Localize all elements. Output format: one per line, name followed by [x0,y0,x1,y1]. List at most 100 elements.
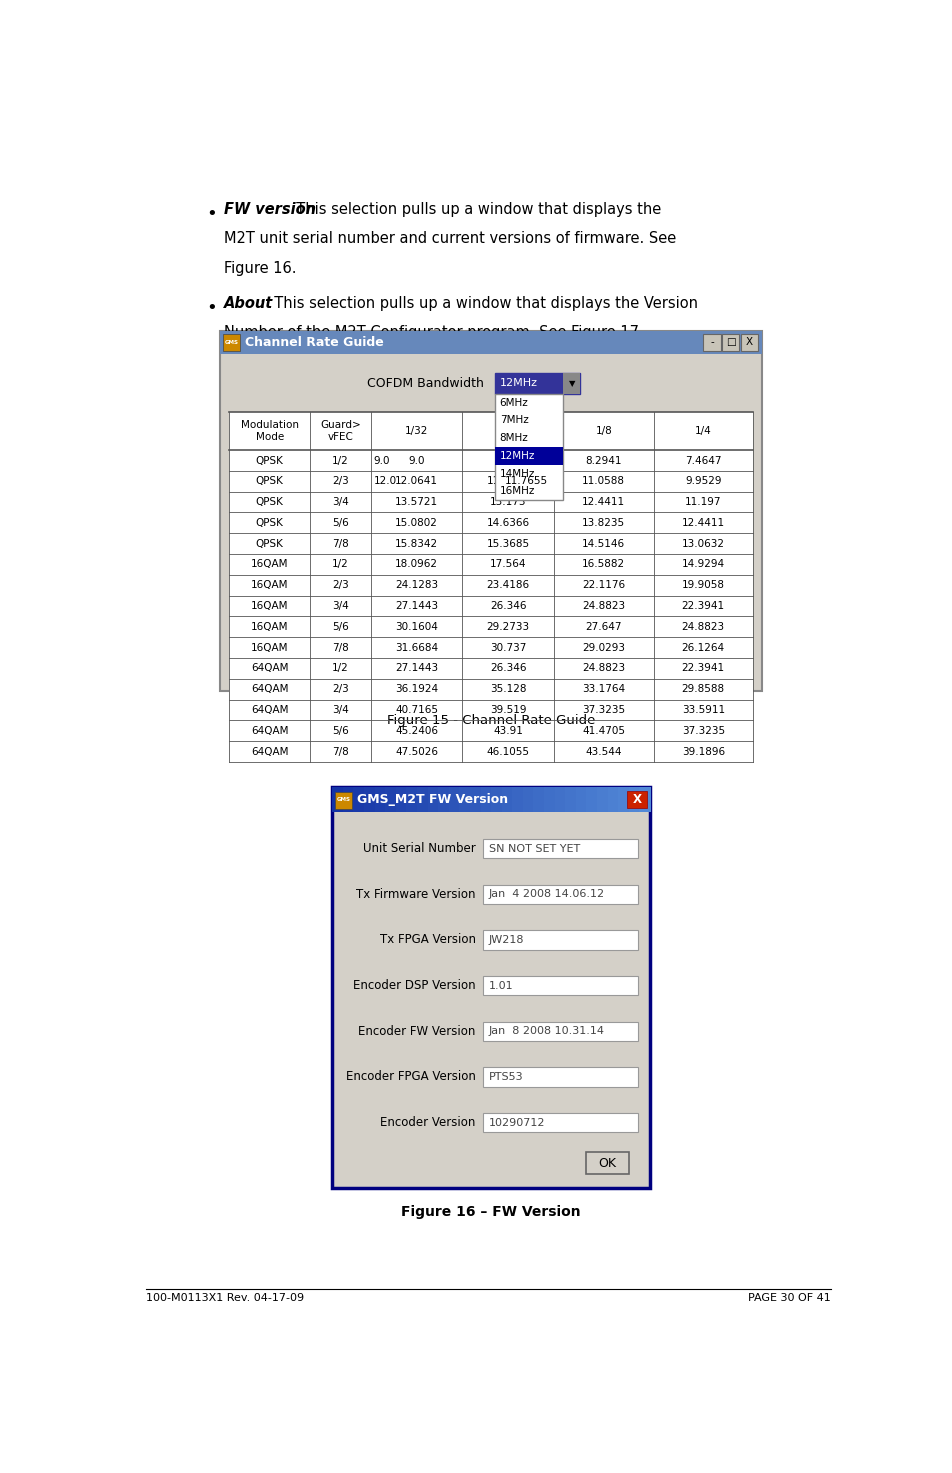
Text: 24.1283: 24.1283 [394,580,438,591]
Text: 1/8: 1/8 [595,426,611,436]
Text: COFDM Bandwidth: COFDM Bandwidth [367,377,484,390]
Text: 14.9294: 14.9294 [681,560,724,570]
FancyBboxPatch shape [607,788,619,812]
Text: 12.4411: 12.4411 [681,518,724,527]
Text: 27.647: 27.647 [585,622,622,632]
FancyBboxPatch shape [523,788,534,812]
Text: FW version: FW version [224,202,315,217]
Text: Jan  4 2008 14.06.12: Jan 4 2008 14.06.12 [488,890,605,900]
Text: 40.7165: 40.7165 [394,706,438,714]
Text: 46.1055: 46.1055 [486,747,529,757]
Text: Jan  8 2008 10.31.14: Jan 8 2008 10.31.14 [488,1027,605,1037]
Text: 37.3235: 37.3235 [582,706,625,714]
Text: Figure 15 - Channel Rate Guide: Figure 15 - Channel Rate Guide [387,714,595,728]
Text: 16QAM: 16QAM [250,560,288,570]
Text: Encoder FW Version: Encoder FW Version [358,1025,475,1038]
Text: 1/2: 1/2 [332,560,348,570]
FancyBboxPatch shape [395,788,407,812]
Text: PTS53: PTS53 [488,1072,523,1083]
Text: 12.0641: 12.0641 [394,476,438,486]
Text: 11.0588: 11.0588 [582,476,625,486]
Text: 18.0962: 18.0962 [394,560,438,570]
Text: 22.3941: 22.3941 [681,663,724,673]
FancyBboxPatch shape [618,788,629,812]
Text: •: • [207,299,217,317]
FancyBboxPatch shape [406,788,417,812]
Text: 7/8: 7/8 [332,747,348,757]
Text: Modulation
Mode: Modulation Mode [241,420,299,442]
Text: Tx Firmware Version: Tx Firmware Version [356,888,475,901]
FancyBboxPatch shape [494,451,563,501]
Text: About: About [224,296,272,311]
Text: 9.0: 9.0 [373,455,389,465]
Text: QPSK: QPSK [255,539,284,548]
Text: 41.4705: 41.4705 [582,726,625,736]
FancyBboxPatch shape [575,788,586,812]
FancyBboxPatch shape [353,788,365,812]
FancyBboxPatch shape [639,788,650,812]
Text: 6MHz: 6MHz [499,398,527,408]
FancyBboxPatch shape [626,791,646,809]
Text: ▼: ▼ [568,379,574,387]
Text: 33.5911: 33.5911 [681,706,724,714]
Text: PAGE 30 OF 41: PAGE 30 OF 41 [747,1293,830,1304]
Text: 13.0632: 13.0632 [681,539,724,548]
Text: 12.0: 12.0 [373,476,396,486]
Text: 16.5882: 16.5882 [582,560,625,570]
Text: 11.197: 11.197 [684,496,721,507]
Text: X: X [632,792,641,806]
Text: 22.1176: 22.1176 [582,580,625,591]
Text: 33.1764: 33.1764 [582,683,625,694]
Text: Guard>
vFEC: Guard> vFEC [320,420,361,442]
Text: 16QAM: 16QAM [250,642,288,653]
FancyBboxPatch shape [364,788,375,812]
Text: 24.8823: 24.8823 [681,622,724,632]
Text: 12MHz: 12MHz [499,451,534,461]
FancyBboxPatch shape [483,1114,638,1133]
Text: 3/4: 3/4 [332,706,348,714]
FancyBboxPatch shape [596,788,607,812]
Text: 19.9058: 19.9058 [681,580,724,591]
Text: 1.01: 1.01 [488,981,513,991]
Text: 30.1604: 30.1604 [395,622,438,632]
FancyBboxPatch shape [565,788,576,812]
Text: 26.1264: 26.1264 [681,642,724,653]
Text: 26.346: 26.346 [489,663,526,673]
FancyBboxPatch shape [554,788,565,812]
Text: 11.7655: 11.7655 [505,476,547,486]
Text: 37.3235: 37.3235 [681,726,724,736]
FancyBboxPatch shape [722,334,739,351]
Text: 2/3: 2/3 [332,580,348,591]
Text: 15.3685: 15.3685 [486,539,529,548]
Text: 3/4: 3/4 [332,496,348,507]
FancyBboxPatch shape [335,792,352,809]
FancyBboxPatch shape [483,1022,638,1041]
Text: X: X [744,337,752,348]
FancyBboxPatch shape [483,840,638,859]
Text: 1/32: 1/32 [405,426,427,436]
Text: 11.7655: 11.7655 [486,476,529,486]
FancyBboxPatch shape [480,788,491,812]
FancyBboxPatch shape [417,788,427,812]
Text: 2/3: 2/3 [332,683,348,694]
FancyBboxPatch shape [228,411,752,762]
FancyBboxPatch shape [448,788,460,812]
Text: 100-M0113X1 Rev. 04-17-09: 100-M0113X1 Rev. 04-17-09 [146,1293,304,1304]
FancyBboxPatch shape [483,977,638,996]
FancyBboxPatch shape [483,885,638,904]
FancyBboxPatch shape [469,788,481,812]
Text: 7.4647: 7.4647 [684,455,721,465]
Text: :  This selection pulls up a window that displays the Version: : This selection pulls up a window that … [260,296,698,311]
FancyBboxPatch shape [563,373,580,393]
FancyBboxPatch shape [427,788,439,812]
Text: M2T unit serial number and current versions of firmware. See: M2T unit serial number and current versi… [224,231,675,246]
FancyBboxPatch shape [343,788,354,812]
Text: Encoder Version: Encoder Version [380,1117,475,1130]
FancyBboxPatch shape [585,788,597,812]
Text: 43.91: 43.91 [493,726,523,736]
Text: 7MHz: 7MHz [499,415,527,426]
Text: -: - [709,337,713,348]
FancyBboxPatch shape [332,788,649,1187]
Text: 14.5146: 14.5146 [582,539,625,548]
Text: 16MHz: 16MHz [499,486,534,496]
